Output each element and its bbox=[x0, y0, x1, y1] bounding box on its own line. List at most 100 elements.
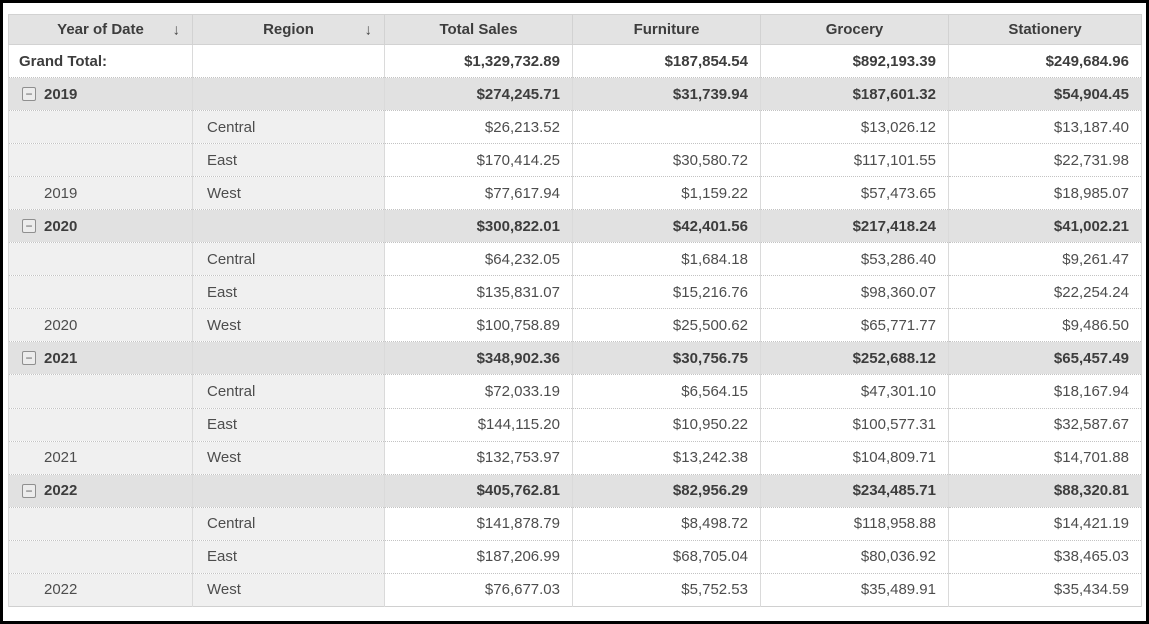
year-group-cell-content: −2022 bbox=[10, 482, 191, 499]
sales-value-cell: $57,473.65 bbox=[760, 176, 949, 210]
year-group-cell-content: −2021 bbox=[10, 350, 191, 367]
collapse-minus-icon[interactable]: − bbox=[22, 351, 36, 366]
year-group-cell: −2019 bbox=[8, 77, 193, 111]
sales-value-cell: $26,213.52 bbox=[384, 110, 573, 144]
region-cell: West bbox=[192, 176, 385, 210]
sales-value-cell: $9,486.50 bbox=[948, 308, 1142, 342]
group-total-cell: $42,401.56 bbox=[572, 209, 761, 243]
sales-value-cell: $64,232.05 bbox=[384, 242, 573, 276]
grand-total-value-cell: $1,329,732.89 bbox=[384, 43, 573, 78]
group-total-cell: $187,601.32 bbox=[760, 77, 949, 111]
region-cell: East bbox=[192, 407, 385, 442]
sales-value-cell: $80,036.92 bbox=[760, 539, 949, 574]
year-cell bbox=[8, 506, 193, 541]
sales-value-cell: $104,809.71 bbox=[760, 440, 949, 475]
detail-row: 2022 West $76,677.03 $5,752.53 $35,489.91 $35… bbox=[8, 572, 1142, 607]
detail-row: East $144,115.20 $10,950.22 $100,577.31 $32,… bbox=[8, 407, 1142, 442]
year-cell bbox=[8, 539, 193, 574]
sales-value-cell: $13,026.12 bbox=[760, 110, 949, 144]
sort-descending-icon[interactable]: ↓ bbox=[364, 21, 373, 38]
column-header-total-sales[interactable]: Total Sales bbox=[384, 14, 573, 45]
year-row-label: 2019 bbox=[8, 176, 193, 210]
grand-total-row: Grand Total: $1,329,732.89 $187,854.54 $… bbox=[8, 43, 1142, 78]
sales-value-cell: $35,489.91 bbox=[760, 572, 949, 607]
sales-value-cell: $18,167.94 bbox=[948, 374, 1142, 409]
sales-value-cell: $68,705.04 bbox=[572, 539, 761, 574]
sales-value-cell: $170,414.25 bbox=[384, 143, 573, 177]
column-header-label: Grocery bbox=[825, 21, 884, 38]
detail-row: 2020 West $100,758.89 $25,500.62 $65,771.77 $… bbox=[8, 308, 1142, 342]
region-group-cell bbox=[192, 473, 385, 508]
column-header-label: Furniture bbox=[633, 21, 700, 38]
sort-descending-icon[interactable]: ↓ bbox=[172, 21, 181, 38]
sales-value-cell: $8,498.72 bbox=[572, 506, 761, 541]
region-cell: Central bbox=[192, 110, 385, 144]
group-total-cell: $41,002.21 bbox=[948, 209, 1142, 243]
sales-value-cell: $53,286.40 bbox=[760, 242, 949, 276]
sales-value-cell: $5,752.53 bbox=[572, 572, 761, 607]
sales-value-cell: $15,216.76 bbox=[572, 275, 761, 309]
detail-row: Central $72,033.19 $6,564.15 $47,301.10 $18,… bbox=[8, 374, 1142, 409]
group-total-cell: $405,762.81 bbox=[384, 473, 573, 508]
column-header-region[interactable]: Region ↓ bbox=[192, 14, 385, 45]
region-group-cell bbox=[192, 341, 385, 375]
year-group-row: −2019 $274,245.71 $31,739.94 $187,601.32 $54… bbox=[8, 77, 1142, 111]
region-group-cell bbox=[192, 77, 385, 111]
group-total-cell: $348,902.36 bbox=[384, 341, 573, 375]
sales-value-cell bbox=[572, 110, 761, 144]
sales-value-cell: $9,261.47 bbox=[948, 242, 1142, 276]
sales-value-cell: $141,878.79 bbox=[384, 506, 573, 541]
sales-value-cell: $77,617.94 bbox=[384, 176, 573, 210]
sales-value-cell: $47,301.10 bbox=[760, 374, 949, 409]
column-header-furniture[interactable]: Furniture bbox=[572, 14, 761, 45]
group-total-cell: $30,756.75 bbox=[572, 341, 761, 375]
region-cell: East bbox=[192, 143, 385, 177]
collapse-minus-icon[interactable]: − bbox=[22, 483, 36, 498]
grand-total-value-cell: $892,193.39 bbox=[760, 43, 949, 78]
sales-value-cell: $6,564.15 bbox=[572, 374, 761, 409]
column-header-grocery[interactable]: Grocery bbox=[760, 14, 949, 45]
column-header-stationery[interactable]: Stationery bbox=[948, 14, 1142, 45]
group-total-cell: $82,956.29 bbox=[572, 473, 761, 508]
year-row-label: 2022 bbox=[8, 572, 193, 607]
group-total-cell: $65,457.49 bbox=[948, 341, 1142, 375]
grand-total-value-cell: $187,854.54 bbox=[572, 43, 761, 78]
year-cell bbox=[8, 374, 193, 409]
sales-value-cell: $13,242.38 bbox=[572, 440, 761, 475]
year-cell bbox=[8, 110, 193, 144]
sales-value-cell: $76,677.03 bbox=[384, 572, 573, 607]
sales-value-cell: $72,033.19 bbox=[384, 374, 573, 409]
group-total-cell: $234,485.71 bbox=[760, 473, 949, 508]
detail-row: Central $64,232.05 $1,684.18 $53,286.40 $9,2… bbox=[8, 242, 1142, 276]
column-header-label: Stationery bbox=[1008, 21, 1082, 38]
year-label: 2020 bbox=[44, 217, 78, 235]
year-cell bbox=[8, 242, 193, 276]
region-cell: Central bbox=[192, 374, 385, 409]
column-header-label: Year of Date bbox=[57, 21, 144, 38]
region-cell: West bbox=[192, 572, 385, 607]
pivot-table: Year of Date ↓ Region ↓ Total Sales Furn… bbox=[8, 14, 1142, 607]
group-total-cell: $252,688.12 bbox=[760, 341, 949, 375]
year-group-cell: −2020 bbox=[8, 209, 193, 243]
sales-value-cell: $35,434.59 bbox=[948, 572, 1142, 607]
detail-row: 2021 West $132,753.97 $13,242.38 $104,809.71… bbox=[8, 440, 1142, 475]
year-cell bbox=[8, 275, 193, 309]
year-label: 2019 bbox=[44, 85, 78, 103]
sales-value-cell: $118,958.88 bbox=[760, 506, 949, 541]
year-group-row: −2022 $405,762.81 $82,956.29 $234,485.71 $88… bbox=[8, 473, 1142, 508]
column-header-year-of-date[interactable]: Year of Date ↓ bbox=[8, 14, 193, 45]
year-group-cell-content: −2019 bbox=[10, 86, 191, 103]
sales-value-cell: $132,753.97 bbox=[384, 440, 573, 475]
year-label: 2021 bbox=[44, 349, 78, 367]
sales-value-cell: $22,254.24 bbox=[948, 275, 1142, 309]
region-cell: East bbox=[192, 275, 385, 309]
group-total-cell: $31,739.94 bbox=[572, 77, 761, 111]
collapse-minus-icon[interactable]: − bbox=[22, 219, 36, 234]
collapse-minus-icon[interactable]: − bbox=[22, 87, 36, 102]
detail-row: East $170,414.25 $30,580.72 $117,101.55 $22,… bbox=[8, 143, 1142, 177]
sales-value-cell: $187,206.99 bbox=[384, 539, 573, 574]
grand-total-value-cell: $249,684.96 bbox=[948, 43, 1142, 78]
detail-row: East $135,831.07 $15,216.76 $98,360.07 $22,2… bbox=[8, 275, 1142, 309]
year-cell bbox=[8, 143, 193, 177]
sales-value-cell: $30,580.72 bbox=[572, 143, 761, 177]
